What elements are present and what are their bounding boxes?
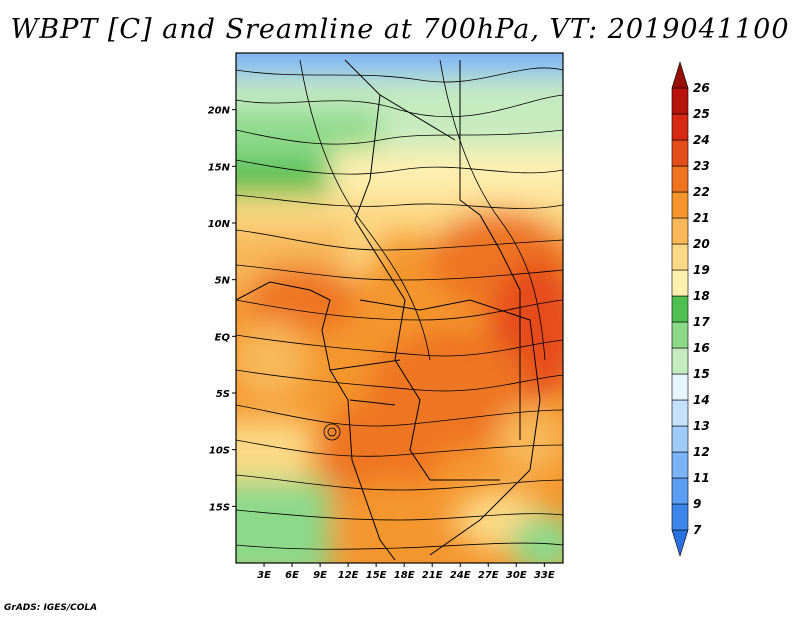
colorbar-level-label: 26 xyxy=(693,81,710,95)
colorbar-level-label: 19 xyxy=(693,263,710,277)
colorbar-segment xyxy=(671,347,689,375)
colorbar-segment xyxy=(671,425,689,453)
lat-tick-label: 20N xyxy=(208,106,231,117)
lon-tick-label: 27E xyxy=(478,570,499,581)
colorbar-level-label: 24 xyxy=(693,133,710,147)
colorbar-segment xyxy=(671,503,689,531)
colorbar-level-label: 13 xyxy=(693,419,710,433)
colorbar-segment xyxy=(671,243,689,271)
lat-tick-label: 10S xyxy=(209,446,230,457)
colorbar-segment xyxy=(671,191,689,219)
lon-tick-label: 24E xyxy=(450,570,471,581)
colorbar-level-label: 14 xyxy=(693,393,710,407)
colorbar-segment xyxy=(671,529,689,558)
latitude-axis: 20N 15N 10N 5N EQ 5S 10S 15S xyxy=(208,106,236,513)
colorbar-segment xyxy=(671,399,689,427)
lat-tick-label: 15S xyxy=(209,502,230,513)
footer-credit: GrADS: IGES/COLA xyxy=(4,603,98,613)
colorbar-segment xyxy=(671,165,689,193)
lon-tick-label: 15E xyxy=(366,570,387,581)
colorbar-segment xyxy=(671,87,689,115)
colorbar-segment xyxy=(671,60,689,89)
lat-tick-label: 5S xyxy=(216,389,230,400)
colorbar-segment xyxy=(671,373,689,401)
colorbar-level-label: 25 xyxy=(693,107,710,121)
lat-tick-label: 10N xyxy=(208,219,231,230)
colorbar-level-label: 16 xyxy=(693,341,710,355)
lon-tick-label: 6E xyxy=(285,570,299,581)
colorbar-level-label: 12 xyxy=(693,445,710,459)
colorbar-level-label: 17 xyxy=(693,315,710,329)
colorbar-segment xyxy=(671,269,689,297)
lat-tick-label: 5N xyxy=(215,276,231,287)
colorbar-level-label: 20 xyxy=(693,237,710,251)
chart-title: WBPT [C] and Sreamline at 700hPa, VT: 20… xyxy=(10,14,790,45)
colorbar-segment xyxy=(671,113,689,141)
colorbar-level-label: 18 xyxy=(693,289,710,303)
color-legend: 7 9 11 12 13 14 15 16 17 18 19 20 21 22 23 24 25 26 xyxy=(671,60,710,558)
streamlines-layer xyxy=(236,59,563,550)
colorbar-segment xyxy=(671,295,689,323)
lon-tick-label: 9E xyxy=(313,570,327,581)
lon-tick-label: 30E xyxy=(506,570,527,581)
colorbar-segment xyxy=(671,477,689,505)
colorbar-level-label: 21 xyxy=(693,211,710,225)
lon-tick-label: 12E xyxy=(338,570,359,581)
colorbar-segment xyxy=(671,217,689,245)
colorbar-level-label: 23 xyxy=(693,159,710,173)
lon-tick-label: 33E xyxy=(534,570,555,581)
colorbar-level-label: 7 xyxy=(693,523,702,537)
lat-tick-label: EQ xyxy=(215,332,231,343)
lat-tick-label: 15N xyxy=(208,162,231,173)
colorbar-level-label: 22 xyxy=(693,185,710,199)
map-frame xyxy=(235,52,564,564)
longitude-axis: 3E 6E 9E 12E 15E 18E 21E 24E 27E 30E 33E xyxy=(257,563,555,581)
lon-tick-label: 3E xyxy=(257,570,271,581)
colorbar-level-label: 11 xyxy=(693,471,710,485)
temperature-field xyxy=(236,53,563,563)
colorbar-level-label: 15 xyxy=(693,367,710,381)
lon-tick-label: 21E xyxy=(422,570,443,581)
colorbar-segment xyxy=(671,321,689,349)
colorbar-level-label: 9 xyxy=(693,497,701,511)
borders-layer xyxy=(236,59,541,561)
colorbar-segment xyxy=(671,451,689,479)
colorbar-segment xyxy=(671,139,689,167)
lon-tick-label: 18E xyxy=(394,570,415,581)
